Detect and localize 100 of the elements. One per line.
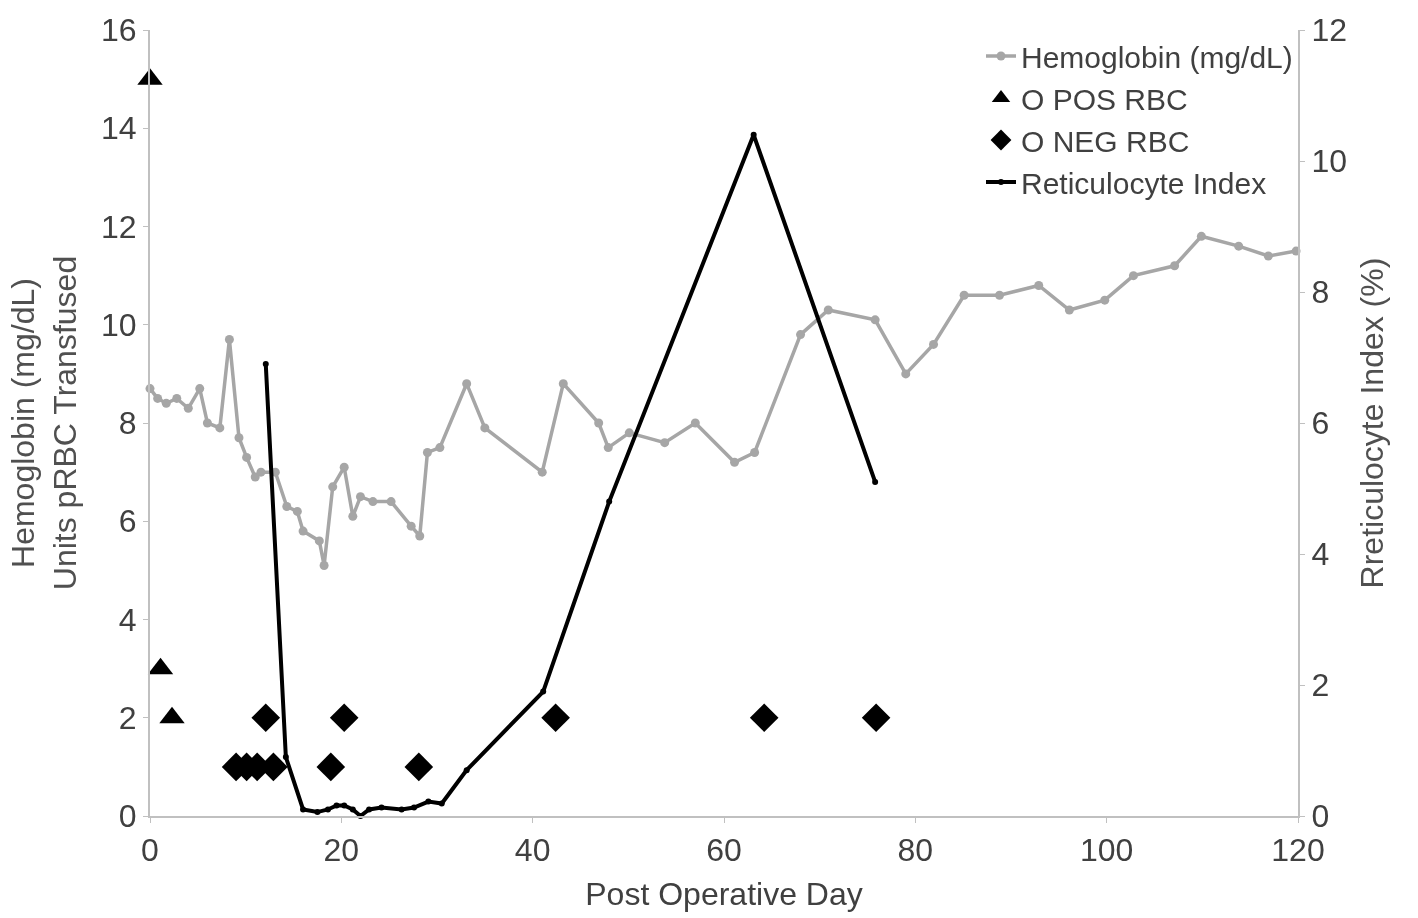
point	[298, 526, 308, 536]
y-tick-label: 0	[118, 798, 137, 835]
point	[366, 806, 373, 813]
point	[183, 403, 193, 413]
x-tick-label: 20	[323, 832, 360, 869]
x-axis-title: Post Operative Day	[585, 875, 863, 912]
point	[355, 492, 365, 502]
point	[1064, 305, 1074, 315]
point	[234, 433, 244, 443]
x-tick-label: 80	[897, 832, 934, 869]
point	[415, 531, 425, 541]
point	[333, 802, 340, 809]
point	[328, 482, 338, 492]
point	[349, 806, 356, 813]
point	[324, 806, 331, 813]
y2-tick-label: 8	[1311, 274, 1330, 311]
point	[872, 478, 879, 485]
y-tick-label: 8	[118, 405, 137, 442]
point	[195, 384, 205, 394]
point	[251, 703, 281, 733]
point	[660, 438, 670, 448]
point	[411, 804, 418, 811]
point	[959, 290, 969, 300]
point	[215, 423, 225, 433]
point	[262, 361, 269, 368]
point	[594, 418, 604, 428]
point	[861, 703, 891, 733]
point	[1034, 280, 1044, 290]
y-tick-label: 4	[118, 601, 137, 638]
point	[624, 428, 634, 438]
point	[224, 334, 234, 344]
y-tick-label: 10	[101, 306, 137, 343]
point	[406, 521, 416, 531]
point	[256, 467, 266, 477]
point	[425, 798, 432, 805]
point	[1170, 261, 1180, 271]
point	[404, 752, 434, 782]
y-tick-label: 6	[118, 503, 137, 540]
point	[314, 536, 324, 546]
point	[386, 497, 396, 507]
y2-tick-label: 12	[1311, 12, 1347, 49]
y-tick-label: 16	[101, 12, 137, 49]
point	[870, 315, 880, 325]
point	[378, 804, 385, 811]
point	[901, 369, 911, 379]
point	[282, 754, 289, 761]
point	[242, 452, 252, 462]
point	[282, 502, 292, 512]
legend-label: Hemoglobin (mg/dL)	[1021, 40, 1293, 74]
point	[750, 447, 760, 457]
point	[1196, 231, 1206, 241]
point	[603, 443, 613, 453]
point	[435, 443, 445, 453]
y-axis-title: Hemoglobin (mg/dL) Units pRBC Transfused	[5, 255, 83, 591]
legend-label: O POS RBC	[1021, 82, 1188, 116]
point	[319, 560, 329, 570]
y-tick-label: 12	[101, 208, 137, 245]
point	[438, 800, 445, 807]
point	[796, 330, 806, 340]
point	[540, 688, 547, 695]
point	[422, 447, 432, 457]
point	[749, 703, 779, 733]
point	[329, 703, 359, 733]
point	[463, 767, 470, 774]
point	[398, 806, 405, 813]
point	[172, 393, 182, 403]
point	[606, 498, 613, 505]
point	[730, 457, 740, 467]
point	[300, 806, 307, 813]
x-tick-label: 60	[706, 832, 742, 869]
y-tick-label: 14	[101, 110, 137, 147]
point	[480, 423, 490, 433]
point	[202, 418, 212, 428]
point	[161, 398, 171, 408]
point	[823, 305, 833, 315]
point	[995, 290, 1005, 300]
point	[558, 379, 568, 389]
point	[316, 752, 346, 782]
point	[339, 462, 349, 472]
y2-tick-label: 6	[1311, 405, 1330, 442]
point	[348, 511, 358, 521]
y-tick-label: 2	[118, 699, 137, 736]
point	[1234, 241, 1244, 251]
point	[929, 339, 939, 349]
y2-tick-label: 0	[1311, 798, 1330, 835]
point	[537, 467, 547, 477]
legend-label: Reticulocyte Index	[1021, 166, 1267, 200]
y2-tick-label: 2	[1311, 667, 1330, 704]
point	[750, 131, 757, 138]
y2-tick-label: 4	[1311, 536, 1330, 573]
point	[368, 497, 378, 507]
point	[153, 393, 163, 403]
point	[1100, 295, 1110, 305]
point	[292, 506, 302, 516]
point	[1263, 251, 1273, 261]
x-tick-label: 40	[514, 832, 551, 869]
point	[341, 802, 348, 809]
point	[541, 703, 570, 733]
point	[1128, 271, 1138, 281]
y2-axis-title: Rreticulocyte Index (%)	[1354, 257, 1391, 589]
